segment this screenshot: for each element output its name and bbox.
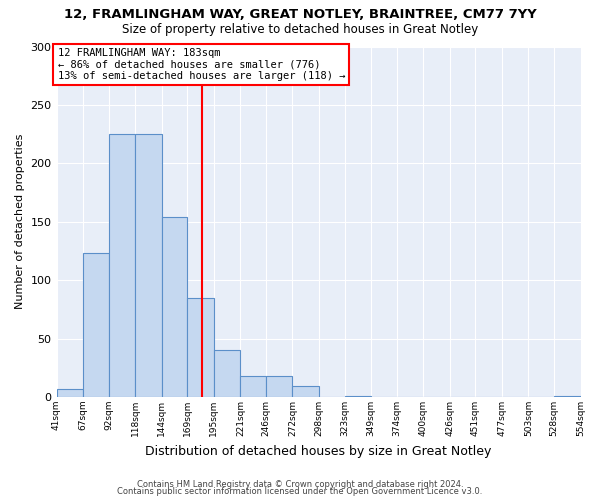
Bar — [214, 350, 241, 397]
Text: Contains public sector information licensed under the Open Government Licence v3: Contains public sector information licen… — [118, 487, 482, 496]
Text: Size of property relative to detached houses in Great Notley: Size of property relative to detached ho… — [122, 22, 478, 36]
X-axis label: Distribution of detached houses by size in Great Notley: Distribution of detached houses by size … — [145, 444, 492, 458]
Bar — [266, 376, 292, 397]
Bar — [344, 396, 371, 397]
Bar — [241, 376, 266, 397]
Text: 12 FRAMLINGHAM WAY: 183sqm
← 86% of detached houses are smaller (776)
13% of sem: 12 FRAMLINGHAM WAY: 183sqm ← 86% of deta… — [58, 48, 345, 81]
Bar — [187, 298, 214, 397]
Y-axis label: Number of detached properties: Number of detached properties — [15, 134, 25, 310]
Text: Contains HM Land Registry data © Crown copyright and database right 2024.: Contains HM Land Registry data © Crown c… — [137, 480, 463, 489]
Bar — [554, 396, 581, 397]
Bar — [292, 386, 319, 397]
Bar — [109, 134, 135, 397]
Bar — [56, 389, 83, 397]
Bar — [83, 254, 109, 397]
Text: 12, FRAMLINGHAM WAY, GREAT NOTLEY, BRAINTREE, CM77 7YY: 12, FRAMLINGHAM WAY, GREAT NOTLEY, BRAIN… — [64, 8, 536, 20]
Bar — [162, 217, 187, 397]
Bar — [135, 134, 162, 397]
